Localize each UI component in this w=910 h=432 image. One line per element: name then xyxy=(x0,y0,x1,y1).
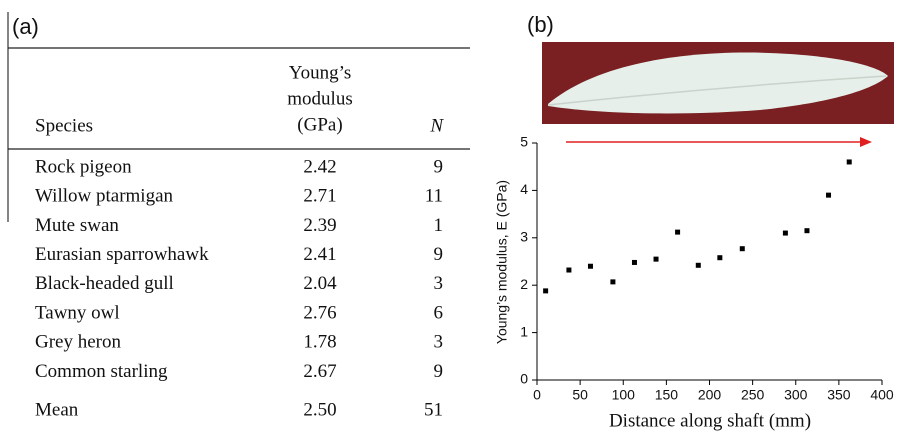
x-axis-label: Distance along shaft (mm) xyxy=(609,410,811,431)
data-point xyxy=(543,288,549,294)
data-point xyxy=(653,256,659,262)
data-point xyxy=(631,259,637,265)
table-cell: 2.50 xyxy=(303,399,336,420)
column-header: modulus xyxy=(287,88,352,109)
y-tick-label: 1 xyxy=(520,323,528,339)
table-cell: 2.67 xyxy=(303,361,336,382)
column-header: Species xyxy=(35,115,93,136)
data-point xyxy=(804,228,810,234)
table-cell: 11 xyxy=(425,186,443,207)
y-axis-label: Young’s modulus, E (GPa) xyxy=(494,180,510,344)
table-cell: Tawny owl xyxy=(35,302,120,323)
table-cell: 2.04 xyxy=(303,273,337,294)
table-cell: 51 xyxy=(424,399,443,420)
x-tick-label: 150 xyxy=(655,387,679,403)
data-point xyxy=(826,192,832,198)
x-tick-label: 300 xyxy=(784,387,808,403)
table-cell: 9 xyxy=(434,244,444,265)
table-cell: Grey heron xyxy=(35,332,121,353)
data-point xyxy=(739,246,745,252)
x-tick-label: 250 xyxy=(741,387,765,403)
table-cell: Willow ptarmigan xyxy=(35,186,174,207)
data-point xyxy=(782,230,788,236)
x-tick-label: 0 xyxy=(533,387,541,403)
data-point xyxy=(846,159,852,165)
table-cell: 1 xyxy=(434,215,444,236)
table-cell: 1.78 xyxy=(303,332,336,353)
table-cell: 2.39 xyxy=(303,215,336,236)
column-header: N xyxy=(429,115,444,136)
table-cell: 2.71 xyxy=(303,186,336,207)
x-tick-label: 200 xyxy=(698,387,722,403)
y-tick-label: 0 xyxy=(520,371,528,387)
x-tick-label: 400 xyxy=(870,387,894,403)
panel-label: (b) xyxy=(527,12,554,37)
table-cell: 3 xyxy=(434,332,444,353)
table-cell: Mute swan xyxy=(35,215,119,236)
y-tick-label: 5 xyxy=(520,134,528,150)
table-cell: 9 xyxy=(434,361,444,382)
data-point xyxy=(587,263,593,269)
table-cell: 3 xyxy=(434,273,444,294)
table-cell: 9 xyxy=(434,156,444,177)
data-point xyxy=(695,262,701,268)
direction-arrow xyxy=(566,137,872,147)
column-header: Young’s xyxy=(289,62,352,83)
y-tick-label: 2 xyxy=(520,276,528,292)
panel-label: (a) xyxy=(12,14,39,39)
y-tick-label: 3 xyxy=(520,229,528,245)
table-cell: 2.76 xyxy=(303,302,336,323)
data-point xyxy=(675,229,681,235)
data-point xyxy=(566,267,572,273)
table-cell: Eurasian sparrowhawk xyxy=(35,244,209,265)
table-cell: Black-headed gull xyxy=(35,273,174,294)
table-cell: 2.42 xyxy=(303,156,336,177)
x-tick-label: 100 xyxy=(612,387,636,403)
x-tick-label: 50 xyxy=(572,387,588,403)
y-tick-label: 4 xyxy=(520,181,528,197)
table-cell: Rock pigeon xyxy=(35,156,132,177)
data-point xyxy=(610,279,616,285)
table-cell: Common starling xyxy=(35,361,168,382)
table-cell: Mean xyxy=(35,399,79,420)
x-tick-label: 350 xyxy=(827,387,851,403)
table-cell: 2.41 xyxy=(303,244,336,265)
data-point xyxy=(717,255,723,261)
table-cell: 6 xyxy=(434,302,444,323)
feather-photo xyxy=(542,42,894,124)
column-header: (GPa) xyxy=(297,114,342,135)
